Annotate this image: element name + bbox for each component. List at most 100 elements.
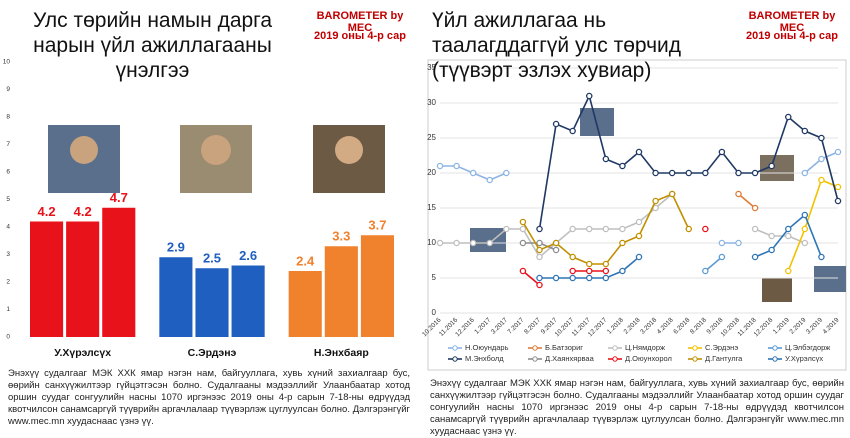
bar <box>195 268 229 337</box>
point <box>785 232 792 240</box>
point <box>801 211 809 219</box>
legend-marker <box>452 356 458 362</box>
y-tick-label: 1 <box>6 306 10 313</box>
y-tick-label: 35 <box>427 63 436 72</box>
y-tick-label: 10 <box>427 238 436 247</box>
legend-label: Д.Гантулга <box>705 354 743 363</box>
y-tick-label: 3 <box>6 251 10 258</box>
point <box>635 232 643 240</box>
point <box>602 260 610 268</box>
value-label: 3.3 <box>332 229 350 244</box>
point <box>552 274 560 282</box>
point <box>735 239 742 247</box>
photo-face <box>335 136 363 164</box>
point <box>685 169 693 177</box>
y-tick-label: 20 <box>427 168 436 177</box>
y-tick-label: 10 <box>3 59 11 66</box>
photo <box>580 108 614 136</box>
legend-marker <box>772 345 778 351</box>
photo <box>470 228 506 252</box>
point <box>735 190 742 198</box>
point <box>602 155 610 163</box>
point <box>834 197 842 205</box>
photos <box>48 108 846 302</box>
bar <box>360 235 394 337</box>
legend-marker <box>452 345 458 351</box>
bar <box>324 246 358 337</box>
bar <box>30 221 64 337</box>
point <box>503 225 510 233</box>
point <box>751 225 759 233</box>
y-tick-label: 5 <box>432 273 437 282</box>
left-panel <box>0 0 415 425</box>
point <box>519 239 527 247</box>
point <box>619 162 626 170</box>
point <box>702 169 709 177</box>
point <box>602 274 610 282</box>
point <box>635 148 643 156</box>
y-tick-label: 4 <box>6 224 10 231</box>
legend-label: Н.Оюундарь <box>465 343 509 352</box>
value-label: 2.6 <box>239 248 257 263</box>
point <box>718 148 726 156</box>
bar <box>231 265 265 337</box>
legend-label: М.Энхболд <box>465 354 504 363</box>
point <box>486 176 493 184</box>
y-tick-label: 25 <box>427 133 436 142</box>
point <box>602 225 610 233</box>
point <box>635 253 643 261</box>
y-tick-label: 9 <box>6 86 10 93</box>
point <box>503 169 510 177</box>
point <box>702 267 709 275</box>
point <box>785 267 792 275</box>
value-label: 4.2 <box>38 204 56 219</box>
series-line <box>737 193 756 209</box>
x-tick-label: У.Хүрэлсүх <box>54 347 111 359</box>
point <box>668 190 676 198</box>
point <box>834 148 842 156</box>
point <box>536 225 543 233</box>
value-label: 2.4 <box>296 253 315 268</box>
point <box>834 183 842 191</box>
right-panel <box>424 0 850 425</box>
point <box>552 246 560 254</box>
point <box>818 176 825 184</box>
y-tick-label: 0 <box>6 334 10 341</box>
y-tick-label: 30 <box>427 98 436 107</box>
point <box>619 267 626 275</box>
point <box>552 239 560 247</box>
point <box>702 225 709 233</box>
point <box>685 225 693 233</box>
point <box>536 274 543 282</box>
bar <box>66 221 100 337</box>
chart-title: Үйл ажиллагаа нь таалагддаггүй улс төрчи… <box>432 9 682 82</box>
point <box>469 239 477 247</box>
point <box>569 127 576 135</box>
point <box>668 169 676 177</box>
legend-marker <box>692 345 698 351</box>
legend-label: Ц.Нямдорж <box>625 343 665 352</box>
point <box>635 218 643 226</box>
y-tick-label: 2 <box>6 279 10 286</box>
point <box>552 120 560 128</box>
value-label: 2.5 <box>203 251 221 266</box>
photo-face <box>201 135 231 165</box>
point <box>569 274 576 282</box>
value-label: 4.7 <box>110 190 128 205</box>
point <box>751 253 759 261</box>
legend-label: Б.Батзориг <box>545 343 583 352</box>
bar <box>102 207 136 337</box>
point <box>519 218 527 226</box>
point <box>619 239 626 247</box>
brand: BAROMETER by MEC <box>316 10 404 34</box>
y-tick-label: 7 <box>6 141 10 148</box>
legend-marker <box>532 345 538 351</box>
legend-label: С.Эрдэнэ <box>705 343 738 352</box>
brand: BAROMETER by MEC <box>748 10 836 34</box>
point <box>536 246 543 254</box>
point <box>785 225 792 233</box>
point <box>818 155 825 163</box>
legend-label: У.Хүрэлсүх <box>785 354 823 363</box>
point <box>486 239 493 247</box>
point <box>751 169 759 177</box>
